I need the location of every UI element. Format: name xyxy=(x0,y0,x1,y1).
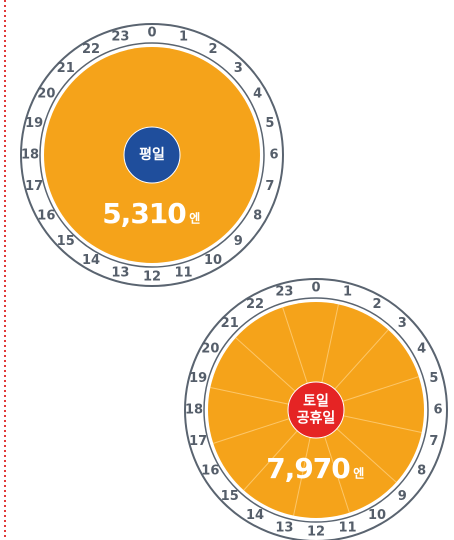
price: 5,310 xyxy=(102,197,186,230)
hour-label: 8 xyxy=(253,209,262,224)
clock-inner-ring xyxy=(39,42,265,268)
hour-label: 13 xyxy=(111,265,129,280)
hour-label: 13 xyxy=(275,520,293,535)
hour-label: 0 xyxy=(147,26,156,41)
hour-label: 1 xyxy=(343,285,352,300)
hour-label: 12 xyxy=(143,270,161,285)
hour-label: 8 xyxy=(417,464,426,479)
hour-label: 2 xyxy=(372,297,381,312)
hour-label: 9 xyxy=(398,489,407,504)
hour-label: 19 xyxy=(25,116,43,131)
price-unit: 엔 xyxy=(353,466,364,481)
hour-label: 10 xyxy=(368,508,386,523)
hour-label: 4 xyxy=(417,342,426,357)
hour-label: 5 xyxy=(265,116,274,131)
hour-label: 21 xyxy=(221,316,239,331)
hour-label: 14 xyxy=(82,253,100,268)
hour-label: 6 xyxy=(269,148,278,163)
hour-label: 7 xyxy=(429,434,438,449)
hour-label: 12 xyxy=(307,525,325,540)
hour-label: 22 xyxy=(246,297,264,312)
badge-text: 평일 xyxy=(139,146,165,163)
hour-label: 20 xyxy=(37,87,55,102)
hour-label: 16 xyxy=(201,464,219,479)
hour-label: 18 xyxy=(185,403,203,418)
hour-label: 6 xyxy=(433,403,442,418)
hour-label: 15 xyxy=(221,489,239,504)
hour-label: 21 xyxy=(57,61,75,76)
hour-label: 7 xyxy=(265,179,274,194)
badge-text: 공휴일 xyxy=(297,411,336,427)
hour-label: 3 xyxy=(234,61,243,76)
hour-label: 20 xyxy=(201,342,219,357)
hour-label: 14 xyxy=(246,508,264,523)
hour-label: 18 xyxy=(21,148,39,163)
hour-label: 3 xyxy=(398,316,407,331)
hour-label: 4 xyxy=(253,87,262,102)
price-unit: 엔 xyxy=(189,211,200,226)
hour-label: 22 xyxy=(82,42,100,57)
hour-label: 16 xyxy=(37,209,55,224)
hour-label: 10 xyxy=(204,253,222,268)
hour-label: 9 xyxy=(234,234,243,249)
hour-label: 17 xyxy=(25,179,43,194)
hour-label: 1 xyxy=(179,30,188,45)
clock: 0 1234567891011121314151617181920212223평일… xyxy=(20,23,284,287)
hour-label: 15 xyxy=(57,234,75,249)
hour-label: 23 xyxy=(111,30,129,45)
hour-label: 11 xyxy=(175,265,193,280)
clock-inner-ring xyxy=(203,297,429,523)
hour-label: 2 xyxy=(208,42,217,57)
badge xyxy=(123,126,181,184)
clock: 0 1234567891011121314151617181920212223토일… xyxy=(184,278,448,540)
badge xyxy=(287,381,345,439)
hour-label: 11 xyxy=(339,520,357,535)
badge-text: 토일 xyxy=(303,394,329,410)
hour-label: 0 xyxy=(311,281,320,296)
hour-label: 17 xyxy=(189,434,207,449)
hour-label: 19 xyxy=(189,371,207,386)
hour-label: 23 xyxy=(275,285,293,300)
hour-label: 5 xyxy=(429,371,438,386)
price: 7,970 xyxy=(266,452,350,485)
